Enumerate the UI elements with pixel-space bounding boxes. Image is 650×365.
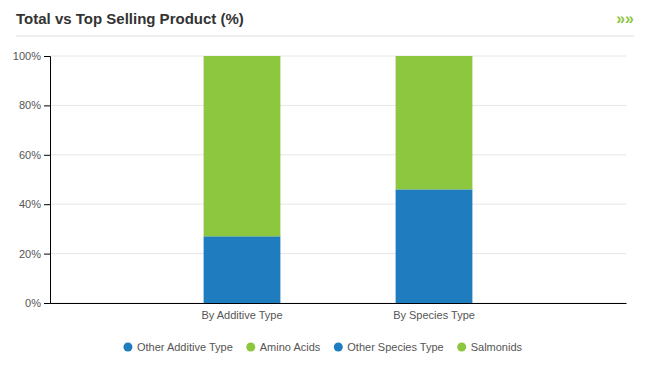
legend-label: Other Additive Type [137, 341, 233, 353]
legend-marker [246, 343, 255, 352]
y-tick-mark [44, 155, 50, 156]
legend-item: Other Species Type [334, 341, 444, 353]
y-tick-mark [44, 254, 50, 255]
legend-label: Amino Acids [260, 341, 321, 353]
title: Total vs Top Selling Product (%) [16, 10, 244, 27]
grid-line [50, 56, 626, 57]
y-tick-label: 40% [19, 198, 41, 210]
grid-line [50, 105, 626, 106]
y-tick-mark [44, 204, 50, 205]
y-tick-label: 80% [19, 99, 41, 111]
legend: Other Additive Type Amino Acids Other Spec… [123, 341, 522, 353]
legend-marker [123, 343, 132, 352]
y-axis-line [44, 57, 51, 304]
legend-marker [457, 343, 466, 352]
x-tick: By Species Type [393, 303, 475, 321]
y-tick: 0% [25, 297, 50, 309]
y-tick: 100% [13, 50, 50, 62]
y-tick-label: 20% [19, 248, 41, 260]
y-tick: 80% [19, 99, 50, 111]
y-axis: 0% 20% 40% 60% 80% 100% [13, 50, 51, 309]
y-tick: 60% [19, 149, 50, 161]
y-tick: 40% [19, 198, 50, 210]
x-tick-label: By Additive Type [201, 309, 282, 321]
y-tick-mark [44, 303, 50, 304]
legend-label: Salmonids [471, 341, 523, 353]
bar-segment [396, 189, 473, 303]
legend-item: Other Additive Type [123, 341, 232, 353]
grid-line [50, 154, 626, 155]
grid [50, 56, 626, 303]
bars [204, 56, 473, 303]
legend-marker [334, 343, 343, 352]
x-axis: By Additive Type By Species Type [51, 303, 627, 321]
legend-label: Other Species Type [347, 341, 443, 353]
y-tick-label: 60% [19, 149, 41, 161]
legend-item: Amino Acids [246, 341, 321, 353]
x-axis-line [51, 303, 627, 304]
x-tick: By Additive Type [201, 303, 282, 321]
legend-item: Salmonids [457, 341, 522, 353]
header-rule [16, 36, 634, 37]
bar-segment [396, 56, 473, 189]
grid-line [50, 204, 626, 205]
plot: 0% 20% 40% 60% 80% 100% By Additive Type By Spe… [13, 50, 627, 321]
annotation: »» [616, 10, 634, 27]
y-tick-label: 100% [13, 50, 41, 62]
bar-segment [204, 56, 281, 236]
y-tick-mark [44, 56, 50, 57]
bar-segment [204, 236, 281, 303]
y-tick-mark [44, 105, 50, 106]
x-tick-label: By Species Type [393, 309, 475, 321]
grid-line [50, 253, 626, 254]
chart: Total vs Top Selling Product (%) »» 0% 20% 4… [0, 0, 650, 365]
grid-line [50, 303, 626, 304]
y-tick: 20% [19, 248, 50, 260]
y-tick-label: 0% [25, 297, 41, 309]
